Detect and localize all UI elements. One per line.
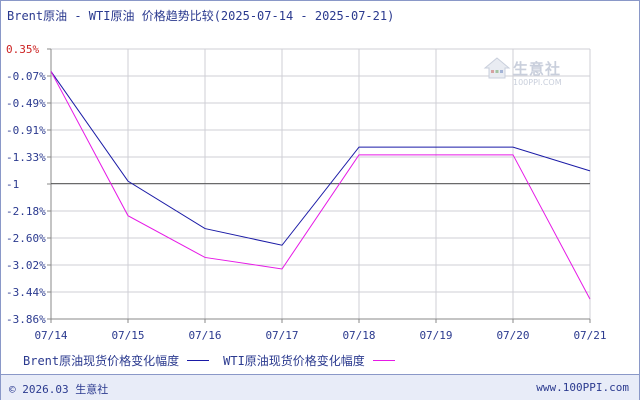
y-tick-label: -3.02% <box>6 259 46 272</box>
y-tick-label: -1 <box>6 178 19 191</box>
x-tick-label: 07/21 <box>573 329 606 342</box>
y-tick-label: -0.91% <box>6 124 46 137</box>
y-tick-label: -0.07% <box>6 70 46 83</box>
y-axis-ticks: 0.35% -0.07% -0.49% -0.91% -1.33% -1 -2.18% -2.… <box>6 43 51 326</box>
x-axis-ticks: 07/14 07/15 07/16 07/17 07/18 07/19 07/20 07/21 <box>34 319 607 342</box>
legend-label-wti: WTI原油现货价格变化幅度 <box>223 354 365 368</box>
series-line-wti <box>50 71 591 300</box>
x-tick-label: 07/19 <box>419 329 452 342</box>
watermark-text: 生意社 <box>513 60 562 78</box>
y-tick-label: -2.18% <box>6 205 46 218</box>
chart-plot: 0.35% -0.07% -0.49% -0.91% -1.33% -1 -2.18% -2.… <box>6 43 607 342</box>
y-tick-label: -3.86% <box>6 313 46 326</box>
x-tick-label: 07/14 <box>34 329 67 342</box>
footer-copyright: © 2026.03 生意社 <box>9 383 109 396</box>
legend-swatch-wti <box>372 360 395 361</box>
footer-site-link[interactable]: www.100PPI.com <box>536 381 629 394</box>
watermark-url: 100PPI.COM <box>513 78 562 87</box>
y-tick-label: 0.35% <box>6 43 39 56</box>
y-tick-label: -3.44% <box>6 286 46 299</box>
legend-item-wti: WTI原油现货价格变化幅度 <box>223 352 395 369</box>
grid-layer <box>50 48 591 320</box>
x-tick-label: 07/20 <box>496 329 529 342</box>
legend: Brent原油现货价格变化幅度 WTI原油现货价格变化幅度 <box>23 352 409 369</box>
legend-swatch-brent <box>187 360 210 361</box>
series-layer <box>50 71 591 300</box>
y-tick-label: -0.49% <box>6 97 46 110</box>
y-tick-label: -2.60% <box>6 232 46 245</box>
x-tick-label: 07/16 <box>188 329 221 342</box>
legend-label-brent: Brent原油现货价格变化幅度 <box>23 354 180 368</box>
footer: © 2026.03 生意社 www.100PPI.com <box>1 374 639 400</box>
chart-title: Brent原油 - WTI原油 价格趋势比较(2025-07-14 - 2025… <box>7 9 395 23</box>
x-tick-label: 07/17 <box>265 329 298 342</box>
legend-item-brent: Brent原油现货价格变化幅度 <box>23 352 210 369</box>
x-tick-label: 07/15 <box>111 329 144 342</box>
watermark: 生意社 100PPI.COM <box>483 56 583 92</box>
house-logo-icon <box>483 57 511 79</box>
series-line-brent <box>50 71 591 246</box>
y-tick-label: -1.33% <box>6 151 46 164</box>
x-tick-label: 07/18 <box>342 329 375 342</box>
